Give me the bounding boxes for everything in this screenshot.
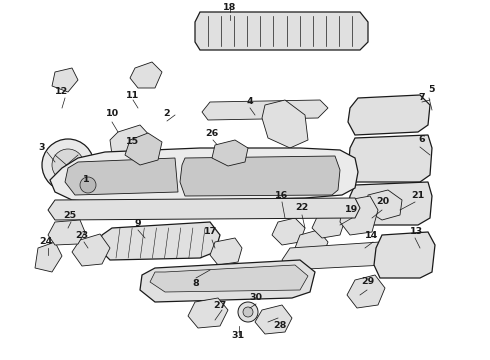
Polygon shape: [50, 148, 358, 202]
Polygon shape: [48, 198, 360, 220]
Polygon shape: [347, 275, 385, 308]
Text: 13: 13: [410, 228, 422, 237]
Polygon shape: [340, 196, 378, 235]
Polygon shape: [282, 242, 388, 270]
Polygon shape: [180, 156, 340, 196]
Polygon shape: [35, 242, 62, 272]
Polygon shape: [210, 238, 242, 265]
Circle shape: [238, 302, 258, 322]
Text: 15: 15: [125, 138, 139, 147]
Polygon shape: [312, 210, 345, 238]
Polygon shape: [262, 100, 308, 148]
Polygon shape: [295, 230, 328, 260]
Text: 5: 5: [429, 85, 435, 94]
Text: 27: 27: [213, 301, 227, 310]
Text: 21: 21: [412, 192, 425, 201]
Polygon shape: [48, 220, 85, 245]
Text: 31: 31: [231, 332, 245, 341]
Polygon shape: [188, 298, 228, 328]
Polygon shape: [195, 12, 368, 50]
Text: 28: 28: [273, 321, 287, 330]
Polygon shape: [272, 218, 305, 245]
Polygon shape: [98, 222, 220, 260]
Text: 26: 26: [205, 129, 219, 138]
Text: 2: 2: [164, 109, 171, 118]
Circle shape: [80, 177, 96, 193]
Text: 24: 24: [39, 237, 52, 246]
Text: 22: 22: [295, 203, 309, 212]
Text: 7: 7: [418, 93, 425, 102]
Polygon shape: [348, 135, 432, 182]
Polygon shape: [347, 182, 432, 225]
Text: 20: 20: [376, 198, 390, 207]
Text: 6: 6: [418, 135, 425, 144]
Circle shape: [42, 139, 94, 191]
Text: 23: 23: [75, 230, 89, 239]
Polygon shape: [125, 133, 162, 165]
Text: 18: 18: [223, 4, 237, 13]
Text: 4: 4: [246, 98, 253, 107]
Polygon shape: [348, 95, 430, 135]
Polygon shape: [72, 234, 110, 266]
Text: 30: 30: [249, 293, 263, 302]
Text: 16: 16: [275, 192, 289, 201]
Polygon shape: [212, 140, 248, 166]
Circle shape: [243, 307, 253, 317]
Polygon shape: [150, 265, 308, 292]
Polygon shape: [374, 232, 435, 278]
Text: 17: 17: [204, 228, 218, 237]
Text: 3: 3: [39, 144, 45, 153]
Polygon shape: [52, 68, 78, 92]
Text: 14: 14: [366, 230, 379, 239]
Circle shape: [52, 149, 84, 181]
Polygon shape: [202, 100, 328, 120]
Text: 9: 9: [135, 219, 141, 228]
Polygon shape: [366, 190, 402, 220]
Polygon shape: [110, 125, 152, 165]
Polygon shape: [130, 62, 162, 88]
Text: 11: 11: [126, 90, 140, 99]
Text: 12: 12: [55, 87, 69, 96]
Polygon shape: [255, 305, 292, 334]
Text: 8: 8: [193, 279, 199, 288]
Text: 19: 19: [345, 206, 359, 215]
Text: 10: 10: [105, 109, 119, 118]
Text: 25: 25: [63, 211, 76, 220]
Text: 29: 29: [362, 278, 375, 287]
Polygon shape: [65, 158, 178, 195]
Text: 1: 1: [83, 175, 89, 184]
Polygon shape: [140, 260, 315, 302]
